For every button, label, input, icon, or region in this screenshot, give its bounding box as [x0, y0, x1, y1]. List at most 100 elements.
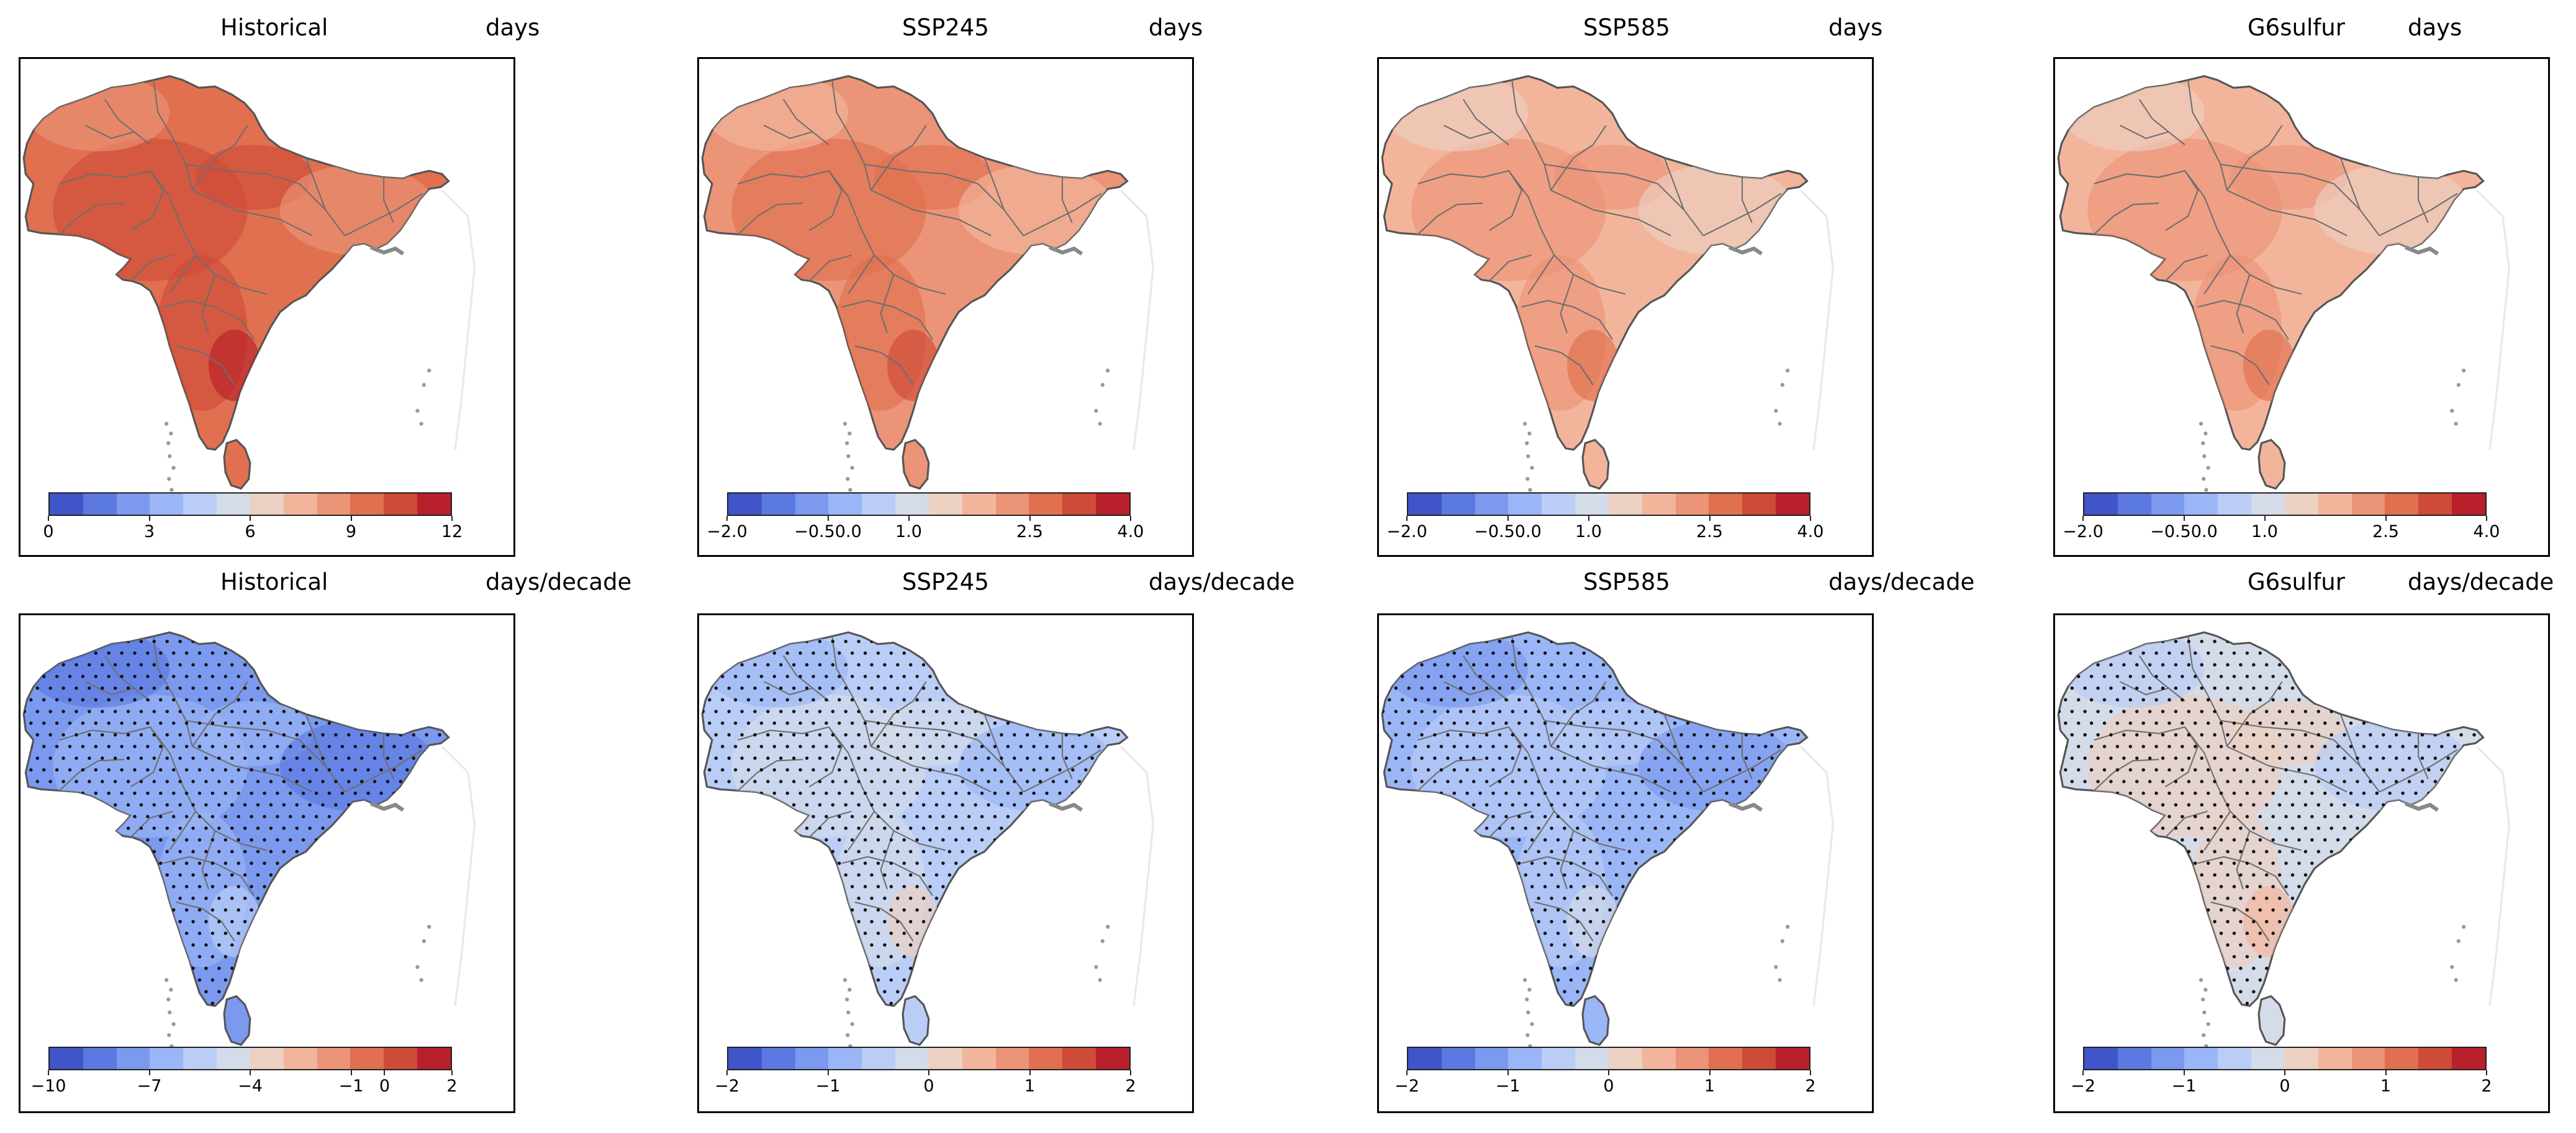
stipple-dot [379, 838, 383, 842]
stipple-dot [2343, 686, 2346, 690]
stipple-dot [733, 815, 738, 818]
stipple-dot [1103, 803, 1107, 807]
stipple-dot [399, 710, 403, 713]
stipple-dot [2154, 791, 2158, 795]
stipple-dot [2135, 849, 2139, 854]
stipple-dot [42, 791, 46, 795]
stipple-dot [1013, 733, 1016, 737]
stipple-dot [1608, 651, 1612, 655]
stipple-dot [314, 721, 319, 725]
stipple-dot [941, 791, 945, 795]
stipple-dot [2336, 651, 2340, 655]
stipple-dot [113, 967, 117, 970]
stipple-dot [191, 896, 195, 900]
stipple-dot [1433, 733, 1437, 737]
stipple-dot [1511, 943, 1515, 947]
stipple-dot [379, 744, 383, 749]
stipple-dot [1426, 815, 1430, 818]
stipple-dot [2343, 873, 2346, 877]
stipple-dot [1673, 768, 1677, 772]
stipple-dot [1090, 826, 1094, 830]
stipple-dot [321, 756, 325, 760]
region-border [1444, 125, 1509, 146]
colorbar-tick-label: 1.0 [895, 522, 922, 541]
stipple-dot [1563, 803, 1566, 807]
stipple-dot [1802, 791, 1807, 795]
stipple-dot [772, 674, 777, 679]
stipple-dot [947, 990, 952, 994]
stipple-dot [2206, 698, 2210, 702]
stipple-dot [1803, 628, 1806, 631]
stipple-dot [2077, 838, 2081, 842]
stipple-dot [444, 744, 448, 749]
map-frame: −2.0 −0.50.0 1.0 2.5 4.0 [1377, 57, 1874, 557]
stipple-dot [1129, 826, 1132, 829]
stipple-dot [798, 838, 802, 842]
region-border [2197, 855, 2289, 896]
stipple-dot [2128, 861, 2133, 865]
stipple-dot [941, 674, 945, 679]
island-speck [2206, 466, 2210, 470]
stipple-dot [2167, 698, 2171, 702]
stipple-dot [1045, 651, 1049, 655]
stipple-dot [55, 908, 59, 912]
stipple-dot [1517, 838, 1521, 842]
stipple-dot [210, 815, 215, 818]
stipple-dot [88, 990, 91, 994]
stipple-dot [2323, 721, 2327, 725]
stipple-dot [1006, 838, 1010, 842]
stipple-dot [1706, 756, 1709, 760]
colorbar-tick-label: 2.5 [2372, 522, 2399, 541]
map-svg [2057, 74, 2510, 492]
stipple-dot [702, 1013, 705, 1016]
stipple-dot [1556, 768, 1560, 772]
stipple-dot [2485, 967, 2488, 970]
stipple-dot [2213, 873, 2217, 877]
stipple-dot [2109, 826, 2113, 830]
stipple-dot [798, 908, 802, 912]
stipple-dot [2330, 803, 2333, 807]
stipple-dot [289, 815, 292, 818]
stipple-dot [902, 908, 906, 912]
stipple-dot [2407, 639, 2411, 643]
stipple-dot [2330, 756, 2333, 760]
stipple-dot [1601, 873, 1606, 877]
stipple-dot [934, 733, 939, 737]
stipple-dot [2128, 908, 2133, 912]
stipple-dot [2466, 628, 2469, 631]
stipple-dot [733, 861, 738, 865]
stipple-dot [2135, 967, 2139, 970]
stipple-dot [2446, 826, 2450, 830]
stipple-dot [2271, 908, 2275, 912]
stipple-dot [2297, 815, 2301, 818]
colorbar-tick-label: −0.50.0 [2150, 522, 2218, 541]
stipple-dot [702, 990, 705, 994]
stipple-dot [2284, 698, 2288, 702]
stipple-dot [1026, 943, 1029, 947]
stipple-dot [954, 815, 958, 818]
stipple-dot [954, 721, 958, 725]
stipple-dot [785, 628, 789, 631]
stipple-dot [101, 756, 104, 760]
stipple-dot [1725, 628, 1728, 631]
stipple-dot [425, 710, 428, 713]
stipple-dot [1550, 733, 1553, 737]
stipple-dot [1123, 628, 1126, 631]
stipple-dot [1588, 826, 1593, 830]
stipple-dot [1802, 815, 1807, 818]
stipple-dot [792, 686, 796, 690]
stipple-dot [1388, 931, 1391, 936]
stipple-dot [1045, 978, 1049, 982]
colorbar-segment [250, 494, 284, 515]
region-border [2094, 726, 2199, 788]
stipple-dot [934, 803, 939, 807]
stipple-dot [328, 628, 331, 631]
stipple-dot [825, 885, 828, 888]
stipple-dot [792, 943, 796, 947]
stipple-dot [197, 838, 202, 842]
panel-title: SSP585 [1583, 569, 1670, 595]
stipple-dot [340, 955, 345, 959]
stipple-dot [159, 698, 163, 702]
stipple-dot [727, 663, 731, 667]
stipple-dot [191, 710, 195, 713]
